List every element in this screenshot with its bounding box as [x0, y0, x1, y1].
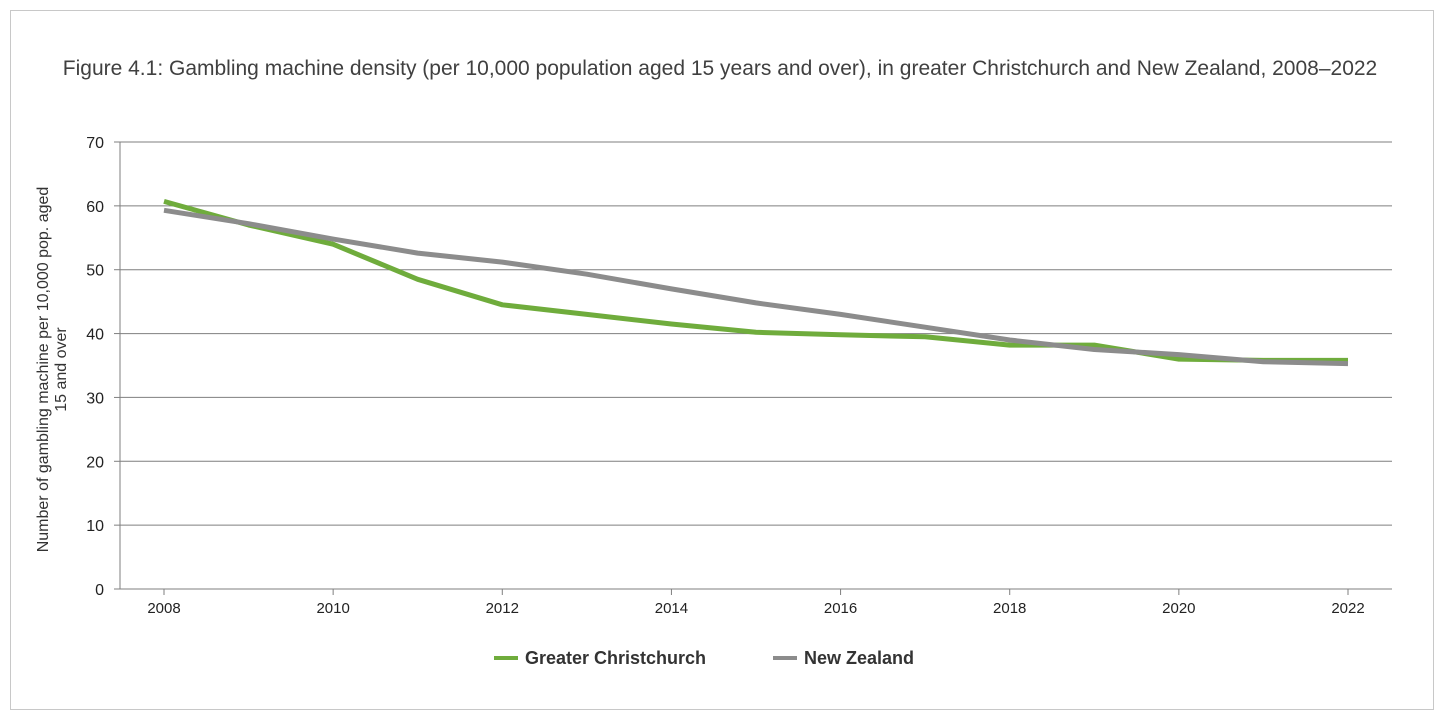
series-lines — [163, 198, 1349, 367]
y-tick-label: 10 — [86, 518, 104, 535]
x-tick-label: 2008 — [147, 600, 180, 617]
y-axis-label-line: Number of gambling machine per 10,000 po… — [35, 187, 52, 553]
y-tick-labels: 0 10 20 30 40 50 60 70 — [86, 135, 104, 599]
y-tick-label: 40 — [86, 327, 104, 344]
series-line-new-zealand — [163, 207, 1349, 367]
legend: Greater Christchurch New Zealand — [494, 648, 914, 668]
x-tick-label: 2022 — [1331, 600, 1364, 617]
y-tick-label: 30 — [86, 390, 104, 407]
x-tick-label: 2014 — [655, 600, 688, 617]
line-chart: 0 10 20 30 40 50 60 70 2008 2010 2012 2014 2016 2018… — [35, 135, 1392, 668]
y-tick-label: 50 — [86, 263, 104, 280]
chart-title: Figure 4.1: Gambling machine density (pe… — [62, 57, 1378, 80]
y-tick-label: 20 — [86, 454, 104, 471]
x-tick-label: 2020 — [1162, 600, 1195, 617]
series-line-greater-christchurch — [163, 198, 1348, 363]
x-tick-label: 2018 — [993, 600, 1026, 617]
y-tick-label: 0 — [95, 582, 104, 599]
x-tick-label: 2012 — [486, 600, 519, 617]
y-tick-label: 60 — [86, 199, 104, 216]
y-tick-label: 70 — [86, 135, 104, 152]
y-axis-label: Number of gambling machine per 10,000 po… — [35, 187, 70, 553]
axes — [114, 141, 1392, 595]
legend-label-greater-christchurch: Greater Christchurch — [525, 648, 706, 668]
x-tick-label: 2016 — [824, 600, 857, 617]
x-tick-label: 2010 — [316, 600, 349, 617]
x-tick-labels: 2008 2010 2012 2014 2016 2018 2020 2022 — [147, 600, 1364, 617]
legend-label-new-zealand: New Zealand — [804, 648, 914, 668]
gridlines — [120, 141, 1392, 526]
y-axis-label-line: 15 and over — [53, 327, 70, 412]
